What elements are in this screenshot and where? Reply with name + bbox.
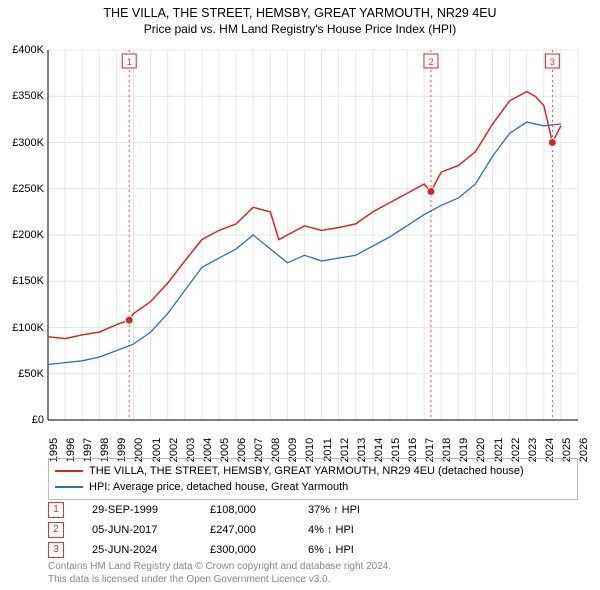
event-date: 05-JUN-2017 xyxy=(92,520,182,540)
event-delta: 6% ↓ HPI xyxy=(308,540,378,560)
legend-label: THE VILLA, THE STREET, HEMSBY, GREAT YAR… xyxy=(89,463,524,479)
event-row: 1 29-SEP-1999 £108,000 37% ↑ HPI xyxy=(48,500,378,520)
event-marker-3: 3 xyxy=(48,542,64,558)
legend-item: HPI: Average price, detached house, Grea… xyxy=(55,479,571,495)
event-date: 29-SEP-1999 xyxy=(92,500,182,520)
title-block: THE VILLA, THE STREET, HEMSBY, GREAT YAR… xyxy=(0,0,600,36)
event-marker-2: 2 xyxy=(48,522,64,538)
event-price: £247,000 xyxy=(210,520,280,540)
y-tick-label: £250K xyxy=(12,183,44,195)
legend-swatch xyxy=(55,486,83,488)
svg-text:3: 3 xyxy=(550,57,555,67)
y-tick-label: £0 xyxy=(32,414,44,426)
event-date: 25-JUN-2024 xyxy=(92,540,182,560)
legend: THE VILLA, THE STREET, HEMSBY, GREAT YAR… xyxy=(48,458,578,500)
legend-label: HPI: Average price, detached house, Grea… xyxy=(89,479,348,495)
event-price: £108,000 xyxy=(210,500,280,520)
event-row: 2 05-JUN-2017 £247,000 4% ↑ HPI xyxy=(48,520,378,540)
y-tick-label: £150K xyxy=(12,275,44,287)
y-tick-label: £100K xyxy=(12,322,44,334)
plot-area: 1 2 3 xyxy=(48,50,578,420)
y-tick-label: £200K xyxy=(12,229,44,241)
chart-container: THE VILLA, THE STREET, HEMSBY, GREAT YAR… xyxy=(0,0,600,590)
y-tick-label: £50K xyxy=(18,368,44,380)
event-price: £300,000 xyxy=(210,540,280,560)
event-delta: 37% ↑ HPI xyxy=(308,500,378,520)
footer-line: This data is licensed under the Open Gov… xyxy=(48,573,391,586)
footer-line: Contains HM Land Registry data © Crown c… xyxy=(48,560,391,573)
y-tick-label: £350K xyxy=(12,90,44,102)
chart-title: THE VILLA, THE STREET, HEMSBY, GREAT YAR… xyxy=(0,6,600,20)
svg-text:1: 1 xyxy=(127,57,132,67)
legend-item: THE VILLA, THE STREET, HEMSBY, GREAT YAR… xyxy=(55,463,571,479)
x-tick-label: 2026 xyxy=(578,438,590,462)
events-table: 1 29-SEP-1999 £108,000 37% ↑ HPI 2 05-JU… xyxy=(48,500,378,560)
chart-subtitle: Price paid vs. HM Land Registry's House … xyxy=(0,22,600,36)
svg-text:2: 2 xyxy=(428,57,433,67)
y-tick-label: £400K xyxy=(12,44,44,56)
y-tick-label: £300K xyxy=(12,137,44,149)
event-marker-1: 1 xyxy=(48,502,64,518)
event-row: 3 25-JUN-2024 £300,000 6% ↓ HPI xyxy=(48,540,378,560)
event-delta: 4% ↑ HPI xyxy=(308,520,378,540)
chart-svg: 1 2 3 xyxy=(48,50,578,420)
legend-swatch xyxy=(55,470,83,472)
footer: Contains HM Land Registry data © Crown c… xyxy=(48,560,391,586)
